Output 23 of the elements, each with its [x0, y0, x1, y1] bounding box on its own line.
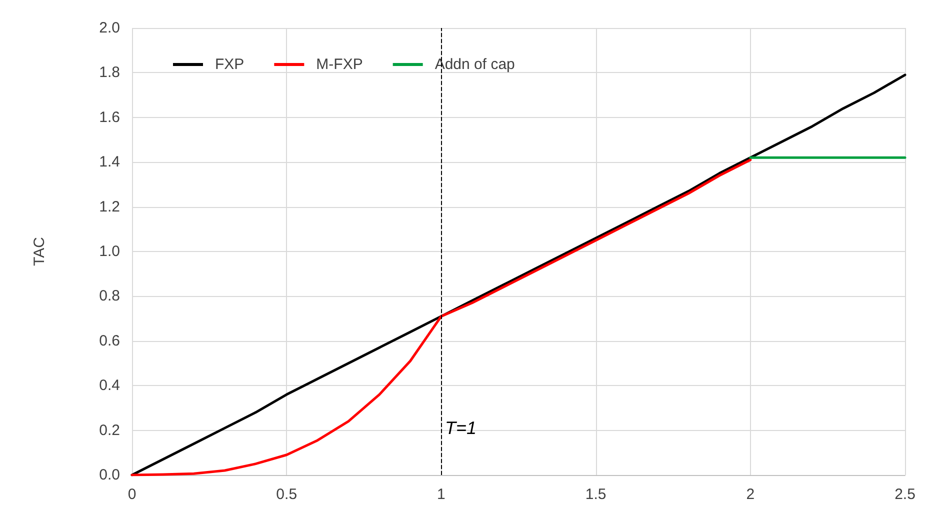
y-tick-label: 0.8: [99, 288, 120, 305]
x-tick-label: 2: [746, 486, 755, 503]
y-tick-label: 1.8: [99, 64, 120, 82]
line-series: [130, 158, 752, 476]
legend-label: M-FXP: [316, 56, 363, 73]
y-tick-label: 0.4: [99, 377, 120, 394]
annotation: T=1: [445, 418, 477, 438]
x-tick-label: 1.5: [585, 486, 606, 503]
y-tick-label: 0.2: [99, 422, 120, 439]
y-tick-label: 2.0: [99, 20, 120, 36]
x-tick-label: 0.5: [276, 486, 298, 503]
legend-label: Addn of cap: [434, 56, 515, 73]
y-tick-label: 1.4: [99, 154, 120, 171]
y-tick-label: 1.6: [99, 108, 120, 126]
x-tick-label: 0: [128, 486, 136, 503]
y-axis-title: TAC: [31, 236, 48, 266]
x-tick-label: 1: [437, 486, 446, 503]
y-tick-label: 1.0: [99, 243, 120, 260]
legend-label: FXP: [215, 56, 244, 73]
y-tick-label: 0.0: [99, 466, 120, 484]
y-tick-label: 0.6: [99, 332, 120, 350]
x-tick-label: 2.5: [894, 486, 916, 503]
y-tick-label: 1.2: [99, 198, 120, 216]
